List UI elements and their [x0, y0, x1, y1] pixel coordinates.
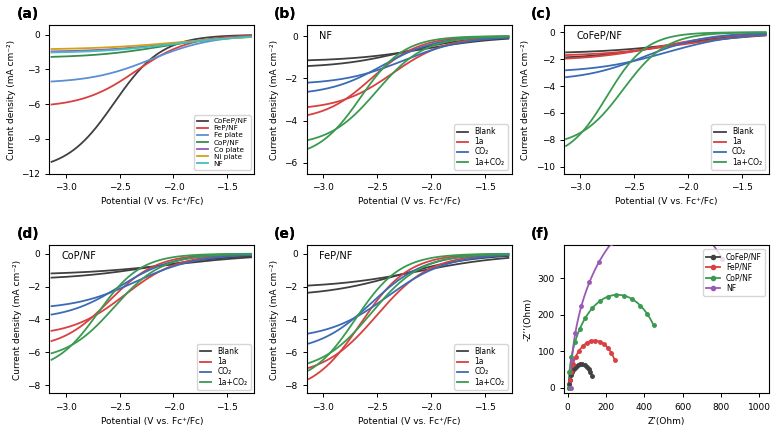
- Y-axis label: -Z’’(Ohm): -Z’’(Ohm): [523, 298, 532, 341]
- Text: (e): (e): [274, 227, 296, 241]
- Text: (c): (c): [531, 7, 552, 21]
- Text: CoP/NF: CoP/NF: [62, 252, 97, 262]
- Legend: Blank, 1a, CO₂, 1a+CO₂: Blank, 1a, CO₂, 1a+CO₂: [197, 344, 251, 390]
- Text: (d): (d): [16, 227, 39, 241]
- Text: (a): (a): [16, 7, 39, 21]
- Text: (a): (a): [16, 7, 39, 21]
- Text: (b): (b): [274, 7, 297, 21]
- X-axis label: Z’(Ohm): Z’(Ohm): [647, 417, 685, 426]
- Text: FeP/NF: FeP/NF: [319, 252, 352, 262]
- Y-axis label: Current density (mA cm⁻²): Current density (mA cm⁻²): [270, 39, 279, 159]
- Text: (e): (e): [274, 227, 296, 241]
- X-axis label: Potential (V vs. Fc⁺/Fc): Potential (V vs. Fc⁺/Fc): [358, 197, 460, 206]
- X-axis label: Potential (V vs. Fc⁺/Fc): Potential (V vs. Fc⁺/Fc): [615, 197, 717, 206]
- Text: (d): (d): [16, 227, 39, 241]
- Text: (f): (f): [531, 227, 550, 241]
- Legend: Blank, 1a, CO₂, 1a+CO₂: Blank, 1a, CO₂, 1a+CO₂: [711, 124, 765, 170]
- Text: (c): (c): [531, 7, 552, 21]
- Y-axis label: Current density (mA cm⁻²): Current density (mA cm⁻²): [12, 259, 22, 380]
- Y-axis label: Current density (mA cm⁻²): Current density (mA cm⁻²): [521, 39, 530, 159]
- Legend: CoFeP/NF, FeP/NF, CoP/NF, NF: CoFeP/NF, FeP/NF, CoP/NF, NF: [703, 249, 765, 296]
- Text: (b): (b): [274, 7, 297, 21]
- X-axis label: Potential (V vs. Fc⁺/Fc): Potential (V vs. Fc⁺/Fc): [358, 417, 460, 426]
- Legend: CoFeP/NF, FeP/NF, Fe plate, CoP/NF, Co plate, Ni plate, NF: CoFeP/NF, FeP/NF, Fe plate, CoP/NF, Co p…: [194, 115, 251, 170]
- X-axis label: Potential (V vs. Fc⁺/Fc): Potential (V vs. Fc⁺/Fc): [100, 197, 203, 206]
- X-axis label: Potential (V vs. Fc⁺/Fc): Potential (V vs. Fc⁺/Fc): [100, 417, 203, 426]
- Text: NF: NF: [319, 32, 332, 42]
- Text: CoFeP/NF: CoFeP/NF: [576, 32, 622, 42]
- Legend: Blank, 1a, CO₂, 1a+CO₂: Blank, 1a, CO₂, 1a+CO₂: [454, 344, 508, 390]
- Text: (f): (f): [531, 227, 550, 241]
- Y-axis label: Current density (mA cm⁻²): Current density (mA cm⁻²): [270, 259, 279, 380]
- Legend: Blank, 1a, CO₂, 1a+CO₂: Blank, 1a, CO₂, 1a+CO₂: [454, 124, 508, 170]
- Y-axis label: Current density (mA cm⁻²): Current density (mA cm⁻²): [7, 39, 16, 159]
